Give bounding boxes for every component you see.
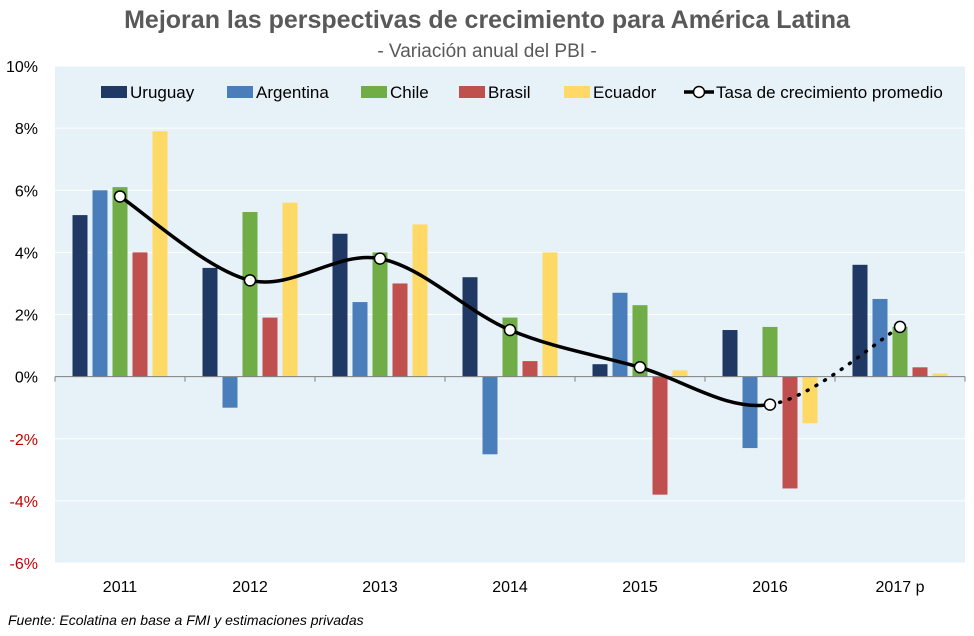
bar-ecuador bbox=[672, 370, 688, 377]
x-tick-label: 2012 bbox=[232, 579, 268, 596]
x-tick-label: 2017 p bbox=[876, 579, 925, 596]
y-tick-label: -6% bbox=[10, 556, 38, 573]
bar-brasil bbox=[652, 376, 668, 495]
bar-argentina bbox=[352, 302, 368, 377]
legend-swatch-brasil bbox=[459, 86, 485, 98]
legend-label-brasil: Brasil bbox=[488, 83, 531, 102]
bar-chile bbox=[112, 187, 128, 377]
bar-argentina bbox=[482, 376, 498, 455]
y-tick-label: 8% bbox=[15, 121, 38, 138]
legend-swatch-ecuador bbox=[564, 86, 590, 98]
x-tick-label: 2014 bbox=[492, 579, 528, 596]
bar-brasil bbox=[132, 252, 148, 377]
legend-swatch-chile bbox=[361, 86, 387, 98]
y-tick-label: 10% bbox=[6, 59, 38, 76]
bars bbox=[72, 131, 948, 495]
bar-uruguay bbox=[852, 264, 868, 377]
legend-label-ecuador: Ecuador bbox=[593, 83, 657, 102]
bar-chile bbox=[242, 211, 258, 377]
average-point bbox=[243, 274, 257, 287]
average-point bbox=[763, 398, 777, 411]
legend-label-chile: Chile bbox=[390, 83, 429, 102]
bar-argentina bbox=[612, 292, 628, 377]
x-tick-label: 2016 bbox=[752, 579, 788, 596]
average-point bbox=[113, 190, 127, 203]
bar-uruguay bbox=[722, 330, 738, 377]
bar-uruguay bbox=[462, 277, 478, 377]
average-line-solid bbox=[119, 194, 771, 408]
bar-uruguay bbox=[202, 267, 218, 377]
y-tick-label: 2% bbox=[15, 308, 38, 325]
x-axis-labels: 2011 2012 2013 2014 2015 2016 2017 p bbox=[103, 579, 925, 596]
x-tick-label: 2013 bbox=[362, 579, 398, 596]
bar-chile bbox=[372, 252, 388, 377]
bar-argentina bbox=[872, 298, 888, 377]
legend: Uruguay Argentina Chile Brasil Ecuador Tasa d… bbox=[101, 83, 943, 102]
bar-chile bbox=[762, 326, 778, 377]
bar-brasil bbox=[782, 376, 798, 489]
bar-chile bbox=[892, 326, 908, 377]
chart-subtitle: - Variación anual del PBI - bbox=[377, 41, 597, 62]
bar-brasil bbox=[392, 283, 408, 377]
bar-uruguay bbox=[332, 233, 348, 377]
chart-title: Mejoran las perspectivas de crecimiento … bbox=[124, 6, 850, 34]
bar-argentina bbox=[742, 376, 758, 449]
legend-swatch-uruguay bbox=[101, 86, 127, 98]
legend-label-uruguay: Uruguay bbox=[130, 83, 195, 102]
legend-swatch-argentina bbox=[227, 86, 253, 98]
x-tick-label: 2011 bbox=[103, 579, 138, 596]
average-line bbox=[113, 190, 907, 411]
gridlines bbox=[54, 65, 966, 564]
bar-ecuador bbox=[282, 202, 298, 377]
bar-argentina bbox=[92, 190, 108, 377]
average-point bbox=[373, 252, 387, 265]
bar-ecuador bbox=[932, 373, 948, 377]
bar-brasil bbox=[522, 361, 538, 377]
bar-chile bbox=[632, 305, 648, 377]
y-tick-label: -2% bbox=[10, 432, 38, 449]
legend-marker-average bbox=[692, 85, 706, 99]
bar-ecuador bbox=[542, 252, 558, 377]
bar-brasil bbox=[912, 367, 928, 377]
x-tick-label: 2015 bbox=[622, 579, 658, 596]
average-point bbox=[893, 320, 907, 334]
source-note: Fuente: Ecolatina en base a FMI y estima… bbox=[8, 612, 364, 628]
bar-brasil bbox=[262, 317, 278, 377]
legend-label-argentina: Argentina bbox=[256, 83, 329, 102]
y-tick-label: 4% bbox=[15, 245, 38, 262]
y-tick-label: 6% bbox=[15, 183, 38, 200]
bar-uruguay bbox=[592, 364, 608, 377]
average-line-projected bbox=[768, 325, 902, 407]
bar-ecuador bbox=[802, 376, 818, 424]
y-axis-ticks: -6% -4% -2% 0% 2% 4% 6% 8% 10% bbox=[6, 59, 38, 573]
bar-ecuador bbox=[412, 224, 428, 377]
y-tick-label: 0% bbox=[15, 370, 38, 387]
bar-argentina bbox=[222, 376, 238, 408]
bar-uruguay bbox=[72, 215, 88, 377]
average-point bbox=[503, 323, 517, 337]
bar-ecuador bbox=[152, 131, 168, 377]
y-tick-label: -4% bbox=[10, 494, 38, 511]
average-point bbox=[633, 361, 647, 374]
legend-label-average: Tasa de crecimiento promedio bbox=[716, 83, 943, 102]
